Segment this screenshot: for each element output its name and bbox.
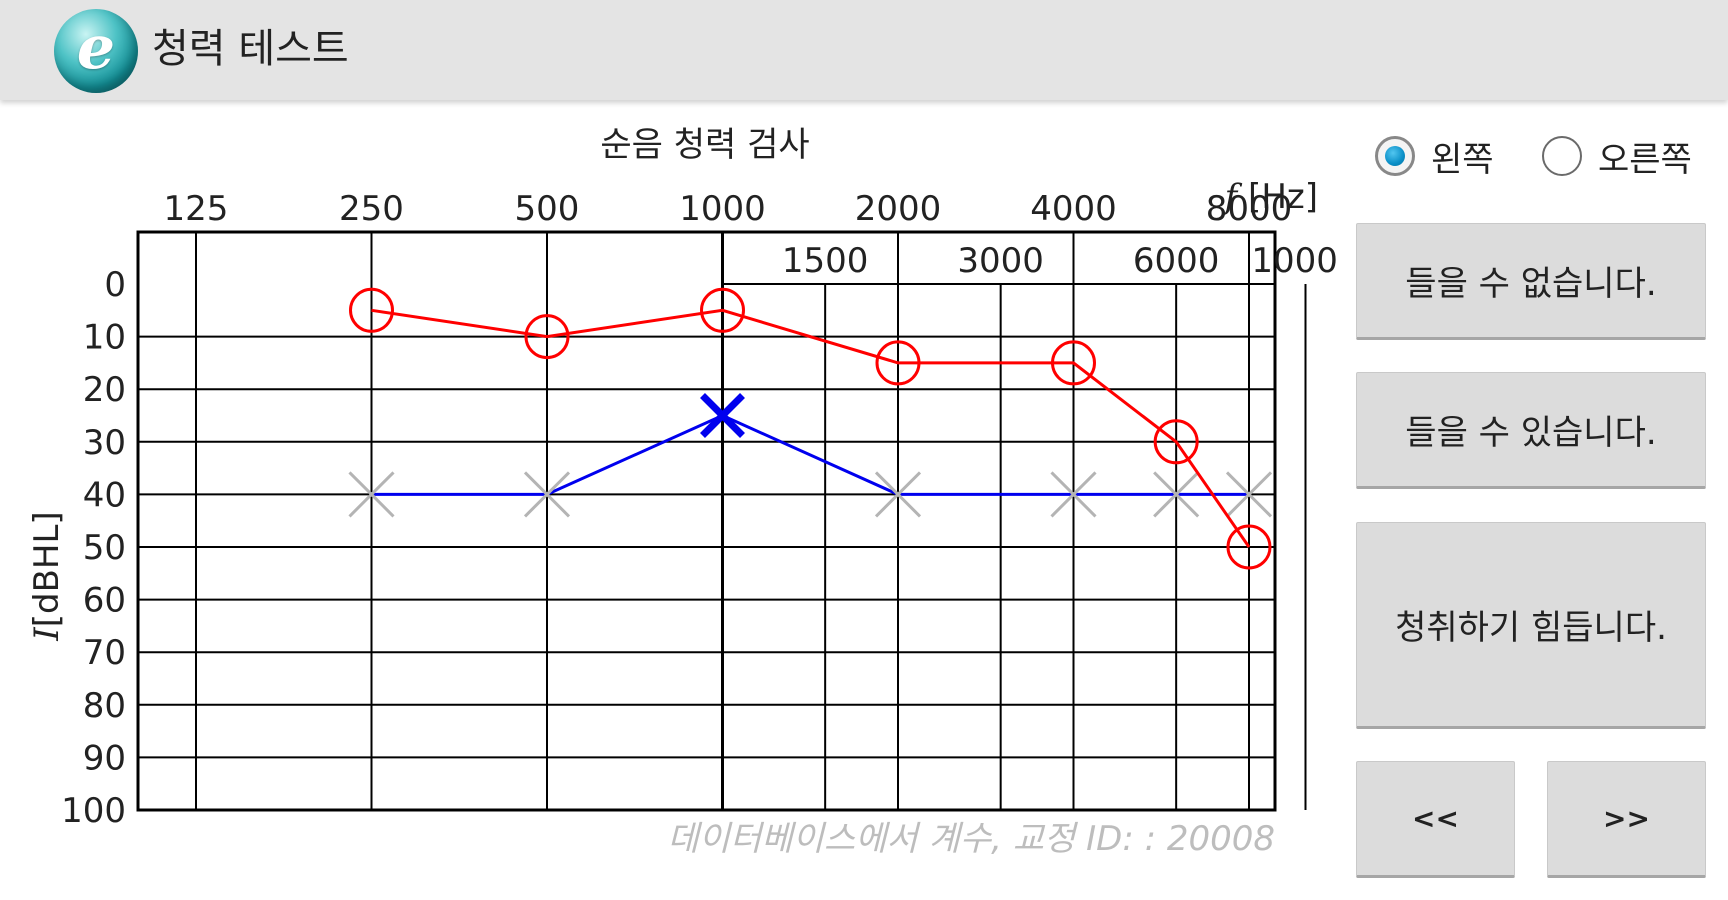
- radio-right-ear-control[interactable]: [1542, 136, 1582, 176]
- radio-left-ear[interactable]: 왼쪽: [1375, 131, 1494, 181]
- gray-cross-marker: [1050, 471, 1097, 518]
- previous-button[interactable]: <<: [1356, 761, 1515, 878]
- y-tick-label: 60: [83, 581, 126, 621]
- x-top-tick-label: 500: [515, 189, 580, 229]
- red-circle-marker: [349, 287, 394, 333]
- radio-left-ear-control[interactable]: [1375, 136, 1415, 176]
- chart-series: [348, 287, 1273, 570]
- y-tick-label: 0: [104, 265, 126, 305]
- app-header-bar: e 청력 테스트: [0, 0, 1728, 100]
- red-circle-marker: [875, 340, 921, 386]
- red-circle-marker: [700, 287, 745, 333]
- y-axis-label: I[dBHL]: [27, 511, 67, 641]
- gray-cross-marker: [1153, 471, 1200, 518]
- gray-cross-marker: [523, 471, 571, 518]
- next-button[interactable]: >>: [1547, 761, 1706, 878]
- app-logo-letter: e: [76, 13, 116, 83]
- gray-cross-marker: [1225, 471, 1273, 518]
- series-blue-line: [371, 413, 1249, 496]
- x-top-tick-label: 8000: [1206, 189, 1293, 229]
- x-mid-tick-label: 10000: [1251, 241, 1340, 281]
- x-top-tick-label: 1000: [679, 189, 766, 229]
- app-title: 청력 테스트: [152, 26, 349, 72]
- chart-title: 순음 청력 검사: [600, 125, 809, 165]
- x-mid-tick-label: 1500: [782, 241, 869, 281]
- y-tick-label: 30: [83, 423, 126, 463]
- app-logo: e: [54, 9, 138, 93]
- gray-cross-marker: [874, 471, 922, 518]
- series-red-line: [371, 308, 1251, 548]
- x-mid-tick-label: 6000: [1133, 241, 1220, 281]
- x-axis-label: f [Hz]: [1222, 177, 1318, 217]
- y-tick-label: 80: [83, 686, 126, 726]
- y-tick-label: 100: [61, 791, 126, 831]
- y-tick-label: 40: [83, 475, 126, 515]
- red-circle-marker: [1051, 340, 1096, 386]
- audiogram-chart[interactable]: 순음 청력 검사 0 10 20 30 40 50 60 70 80 90 100 125 250 500…: [0, 100, 1340, 880]
- radio-selected-indicator: [1385, 146, 1405, 166]
- x-top-tick-label: 4000: [1030, 189, 1117, 229]
- radio-left-ear-label: 왼쪽: [1431, 139, 1494, 180]
- chart-tick-labels: 0 10 20 30 40 50 60 70 80 90 100 125 250 500 1000 2000 4…: [61, 189, 1340, 831]
- calibration-footer: 데이터베이스에서 계수, 교정 ID: : 20008: [668, 819, 1275, 859]
- hard-to-hear-button[interactable]: 청취하기 힘듭니다.: [1356, 522, 1706, 729]
- y-tick-label: 50: [83, 528, 126, 568]
- red-circle-marker: [524, 314, 570, 360]
- red-circle-marker: [1153, 419, 1199, 465]
- gray-cross-marker: [348, 471, 395, 518]
- chart-grid: [136, 230, 1307, 812]
- x-mid-tick-label: 3000: [957, 241, 1044, 281]
- blue-cross-marker-active: [700, 393, 745, 438]
- chart-frame: [136, 230, 1277, 812]
- y-tick-label: 90: [83, 738, 126, 778]
- x-top-tick-label: 250: [339, 189, 404, 229]
- cannot-hear-button[interactable]: 들을 수 없습니다.: [1356, 223, 1706, 340]
- can-hear-button[interactable]: 들을 수 있습니다.: [1356, 372, 1706, 489]
- red-circle-marker: [1226, 524, 1272, 570]
- x-top-tick-label: 125: [164, 189, 229, 229]
- y-tick-label: 70: [83, 633, 126, 673]
- radio-right-ear-label: 오른쪽: [1598, 139, 1692, 180]
- y-tick-label: 20: [83, 370, 126, 410]
- x-top-tick-label: 2000: [855, 189, 942, 229]
- y-tick-label: 10: [83, 318, 126, 358]
- radio-right-ear[interactable]: 오른쪽: [1542, 131, 1692, 181]
